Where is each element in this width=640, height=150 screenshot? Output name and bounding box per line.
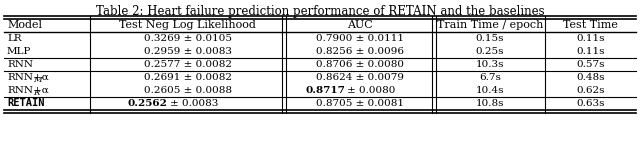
Text: 0.48s: 0.48s bbox=[576, 73, 605, 82]
Text: 0.8624 ± 0.0079: 0.8624 ± 0.0079 bbox=[316, 73, 404, 82]
Text: R: R bbox=[33, 89, 39, 97]
Text: RNN+α: RNN+α bbox=[7, 73, 49, 82]
Text: 0.2605 ± 0.0088: 0.2605 ± 0.0088 bbox=[143, 86, 232, 95]
Text: 0.63s: 0.63s bbox=[576, 99, 605, 108]
Text: 6.7s: 6.7s bbox=[479, 73, 501, 82]
Text: 0.25s: 0.25s bbox=[476, 47, 504, 56]
Text: 0.11s: 0.11s bbox=[576, 34, 605, 43]
Text: Train Time / epoch: Train Time / epoch bbox=[437, 20, 543, 30]
Text: 0.8256 ± 0.0096: 0.8256 ± 0.0096 bbox=[316, 47, 404, 56]
Text: Test Time: Test Time bbox=[563, 20, 618, 30]
Text: Model: Model bbox=[7, 20, 42, 30]
Text: LR: LR bbox=[7, 34, 22, 43]
Text: 0.62s: 0.62s bbox=[576, 86, 605, 95]
Text: RNN+α: RNN+α bbox=[7, 86, 49, 95]
Text: Test Neg Log Likelihood: Test Neg Log Likelihood bbox=[119, 20, 256, 30]
Text: 10.3s: 10.3s bbox=[476, 60, 504, 69]
Text: 0.57s: 0.57s bbox=[576, 60, 605, 69]
Text: 0.2562: 0.2562 bbox=[127, 99, 168, 108]
Text: 0.11s: 0.11s bbox=[576, 47, 605, 56]
Text: Table 2: Heart failure prediction performance of RETAIN and the baselines: Table 2: Heart failure prediction perfor… bbox=[96, 5, 544, 18]
Text: 10.8s: 10.8s bbox=[476, 99, 504, 108]
Text: ± 0.0080: ± 0.0080 bbox=[347, 86, 396, 95]
Text: RNN: RNN bbox=[7, 60, 33, 69]
Text: 0.2691 ± 0.0082: 0.2691 ± 0.0082 bbox=[143, 73, 232, 82]
Text: AUC: AUC bbox=[347, 20, 373, 30]
Text: 0.8705 ± 0.0081: 0.8705 ± 0.0081 bbox=[316, 99, 404, 108]
Text: M: M bbox=[33, 76, 42, 84]
Text: MLP: MLP bbox=[7, 47, 31, 56]
Text: 0.8717: 0.8717 bbox=[305, 86, 345, 95]
Text: 0.8706 ± 0.0080: 0.8706 ± 0.0080 bbox=[316, 60, 404, 69]
Text: ± 0.0083: ± 0.0083 bbox=[170, 99, 218, 108]
Text: 0.15s: 0.15s bbox=[476, 34, 504, 43]
Text: 0.2577 ± 0.0082: 0.2577 ± 0.0082 bbox=[143, 60, 232, 69]
Text: 0.3269 ± 0.0105: 0.3269 ± 0.0105 bbox=[143, 34, 232, 43]
Text: 0.2959 ± 0.0083: 0.2959 ± 0.0083 bbox=[143, 47, 232, 56]
Text: 10.4s: 10.4s bbox=[476, 86, 504, 95]
Text: RETAIN: RETAIN bbox=[7, 99, 45, 108]
Text: 0.7900 ± 0.0111: 0.7900 ± 0.0111 bbox=[316, 34, 404, 43]
